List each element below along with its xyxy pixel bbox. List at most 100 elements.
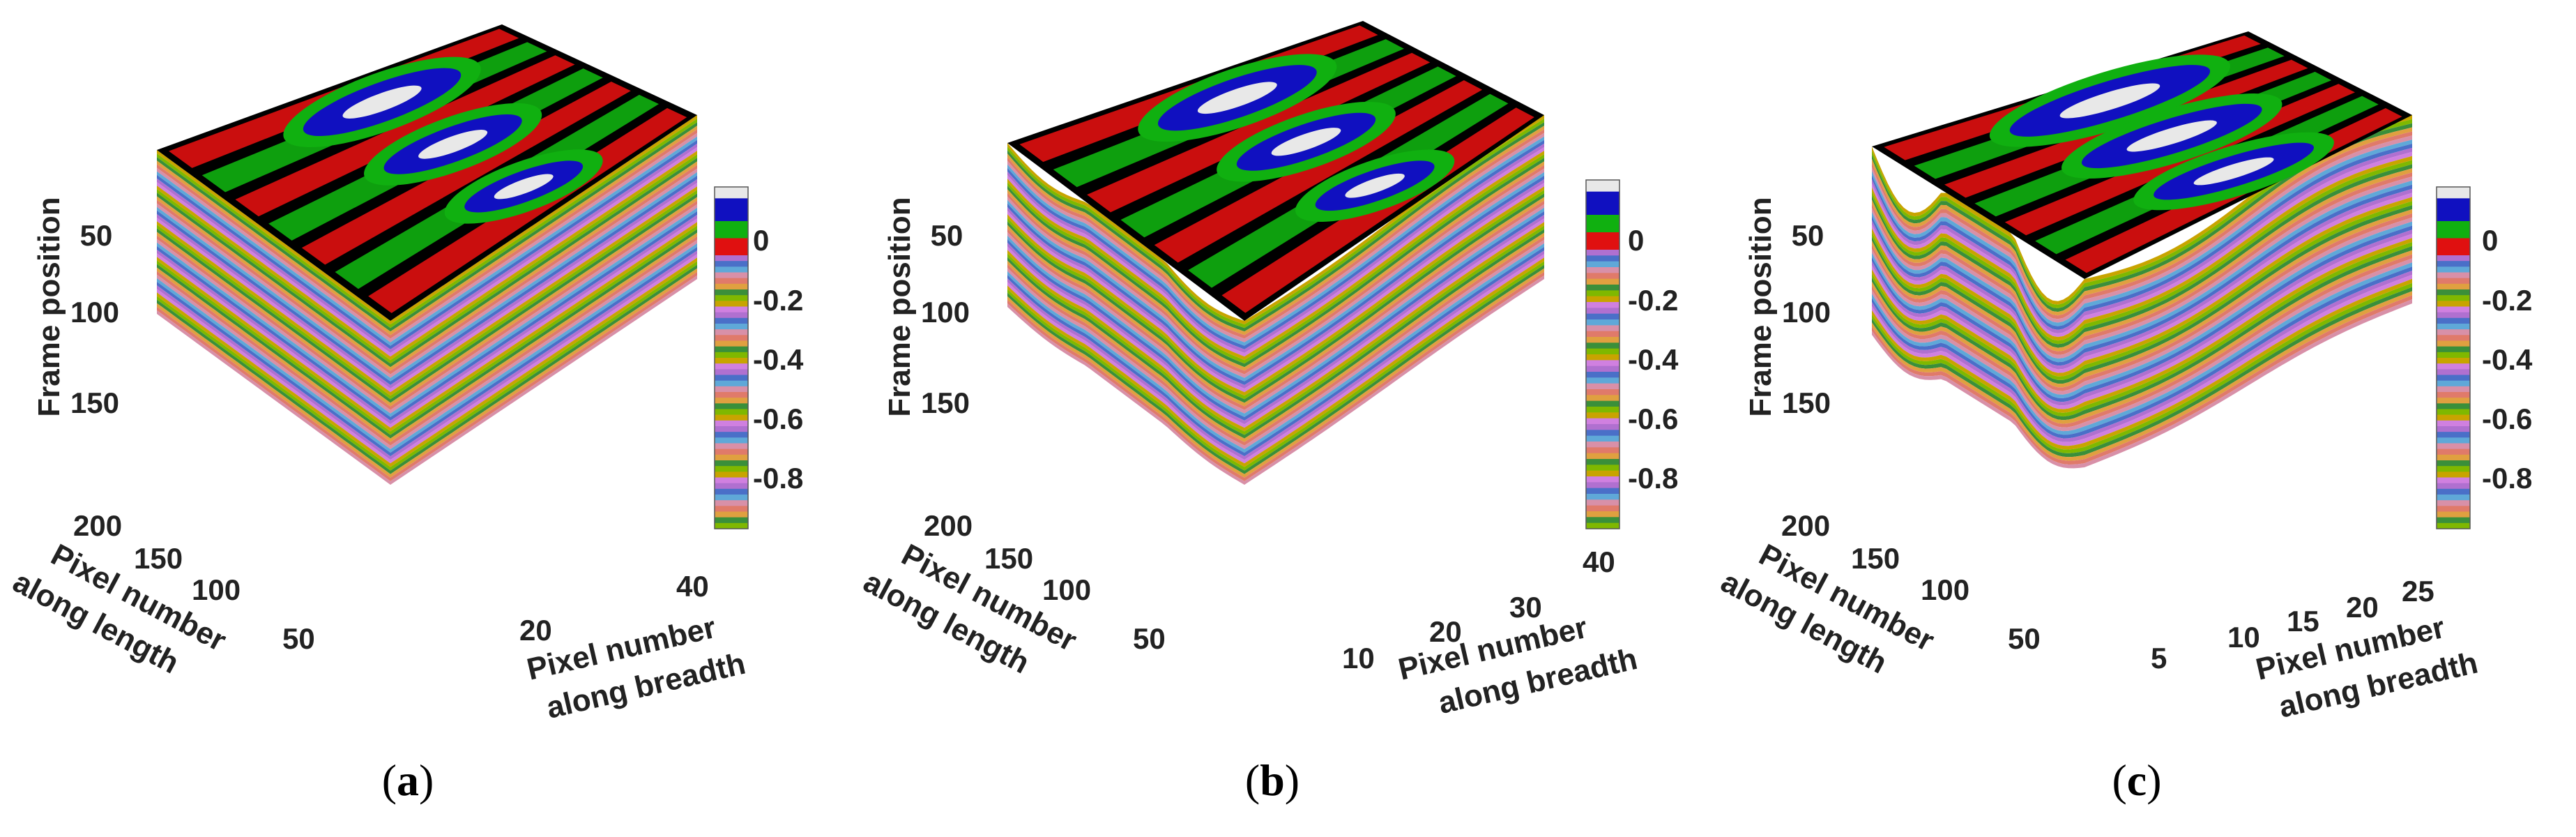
- surface-band: [390, 165, 697, 375]
- colorbar-segment: [2437, 420, 2470, 427]
- surface-band: [1244, 143, 1544, 353]
- colorbar-segment: [1586, 238, 1619, 245]
- colorbar-segment: [715, 301, 748, 308]
- z-tick-b-0: 50: [931, 219, 963, 252]
- surface-band: [157, 164, 390, 339]
- surface-band: [2085, 164, 2412, 333]
- surface-band: [2085, 246, 2412, 414]
- surface-band: [157, 174, 390, 349]
- surface-band: [1244, 161, 1544, 371]
- colorbar-segment: [715, 386, 748, 393]
- colorbar-segment: [715, 488, 748, 495]
- surface-band: [2085, 115, 2412, 283]
- colorbar-segment: [1586, 488, 1619, 495]
- colorbar-segment: [1586, 203, 1619, 210]
- surface-band: [2085, 217, 2412, 386]
- surface-band: [2085, 188, 2412, 357]
- surface-band: [157, 260, 390, 435]
- colorbar-segment: [2437, 301, 2470, 308]
- colorbar-segment: [2437, 517, 2470, 524]
- colorbar-segment: [2437, 380, 2470, 387]
- surface-band: [1244, 151, 1544, 361]
- colorbar-segment: [715, 511, 748, 518]
- z-tick-a-2: 150: [70, 386, 119, 419]
- surface-band: [2085, 258, 2412, 427]
- z-ticks-c: 50 100 150: [1782, 219, 1831, 419]
- colorbar-segment: [1586, 285, 1619, 291]
- surface-band: [1007, 179, 1244, 361]
- colorbar-segment: [1586, 372, 1619, 378]
- surface-band: [390, 239, 697, 449]
- surface-band: [1007, 253, 1244, 435]
- surface-band: [2085, 266, 2412, 435]
- colorbar-segment: [1586, 278, 1619, 285]
- surface-band: [1244, 172, 1544, 382]
- colorbar-segment: [715, 426, 748, 432]
- surface-band: [1244, 271, 1544, 481]
- surface-band: [157, 228, 390, 403]
- surface-band: [2085, 160, 2412, 329]
- colorbar-segment: [1586, 255, 1619, 262]
- colorbar-segment: [2437, 312, 2470, 319]
- surface-band: [1244, 133, 1544, 342]
- colorbar-segment: [2437, 375, 2470, 382]
- colorbar-segment: [715, 221, 748, 227]
- surface-band: [2085, 156, 2412, 324]
- colorbar-segment: [715, 255, 748, 262]
- colorbar-segment: [715, 420, 748, 427]
- surface-band: [1244, 257, 1544, 467]
- surface-band: [1244, 222, 1544, 432]
- colorbar-segment: [2437, 243, 2470, 250]
- colorbar-segment: [715, 477, 748, 484]
- top-blob-core: [342, 85, 422, 119]
- surface-band: [390, 126, 697, 335]
- surface-band: [1007, 143, 1244, 325]
- colorbar-segment: [715, 227, 748, 233]
- surface-band: [390, 186, 697, 396]
- colorbar-a: [714, 186, 749, 529]
- cbar-tick-b-4: -0.8: [1628, 462, 1678, 495]
- cbar-tick-b-3: -0.6: [1628, 402, 1678, 435]
- y-ticks-a: 20 40: [519, 570, 709, 647]
- colorbar-segment: [2437, 477, 2470, 484]
- surface-band: [1007, 250, 1244, 432]
- colorbar-segment: [715, 375, 748, 382]
- colorbar-segment: [715, 312, 748, 319]
- y-tick-b-1: 20: [1429, 615, 1462, 648]
- colorbar-frame: [2436, 186, 2471, 529]
- surface-band: [1872, 306, 2085, 446]
- surface-band: [157, 218, 390, 393]
- surface-band: [1244, 229, 1544, 439]
- surface-band: [390, 161, 697, 371]
- z-tick-c-1: 100: [1782, 296, 1831, 329]
- colorbar-segment: [2437, 232, 2470, 239]
- colorbar-segment: [1586, 186, 1619, 193]
- x-tick-b-0: 200: [924, 509, 973, 542]
- surface-band: [1007, 275, 1244, 457]
- cbar-tick-a-1: -0.2: [753, 284, 803, 317]
- surface-band: [1007, 303, 1244, 485]
- colorbar-segment: [2437, 437, 2470, 444]
- colorbar-segment: [715, 329, 748, 335]
- cbar-tick-c-4: -0.8: [2482, 462, 2532, 495]
- y-tick-c-0: 5: [2151, 642, 2167, 674]
- x-tick-c-1: 150: [1851, 542, 1900, 575]
- surface-band: [157, 167, 390, 342]
- colorbar-segment: [1586, 377, 1619, 384]
- colorbar-segment: [715, 187, 748, 193]
- surface-band: [157, 235, 390, 410]
- colorbar-segment: [1586, 243, 1619, 250]
- cbar-tick-c-3: -0.6: [2482, 402, 2532, 435]
- surface-band: [390, 243, 697, 453]
- surface-band: [1007, 160, 1244, 342]
- surface-band: [1007, 228, 1244, 410]
- surface-band: [390, 268, 697, 478]
- top-blob-core: [1271, 128, 1341, 156]
- cbar-tick-a-0: 0: [753, 224, 769, 257]
- surface-band: [157, 196, 390, 371]
- panel-a: Frame position 50 100 150 200 150 100 50…: [8, 24, 804, 805]
- surface-band: [390, 140, 697, 349]
- surface-band: [390, 158, 697, 368]
- surface-band: [390, 204, 697, 414]
- colorbar-segment: [715, 232, 748, 239]
